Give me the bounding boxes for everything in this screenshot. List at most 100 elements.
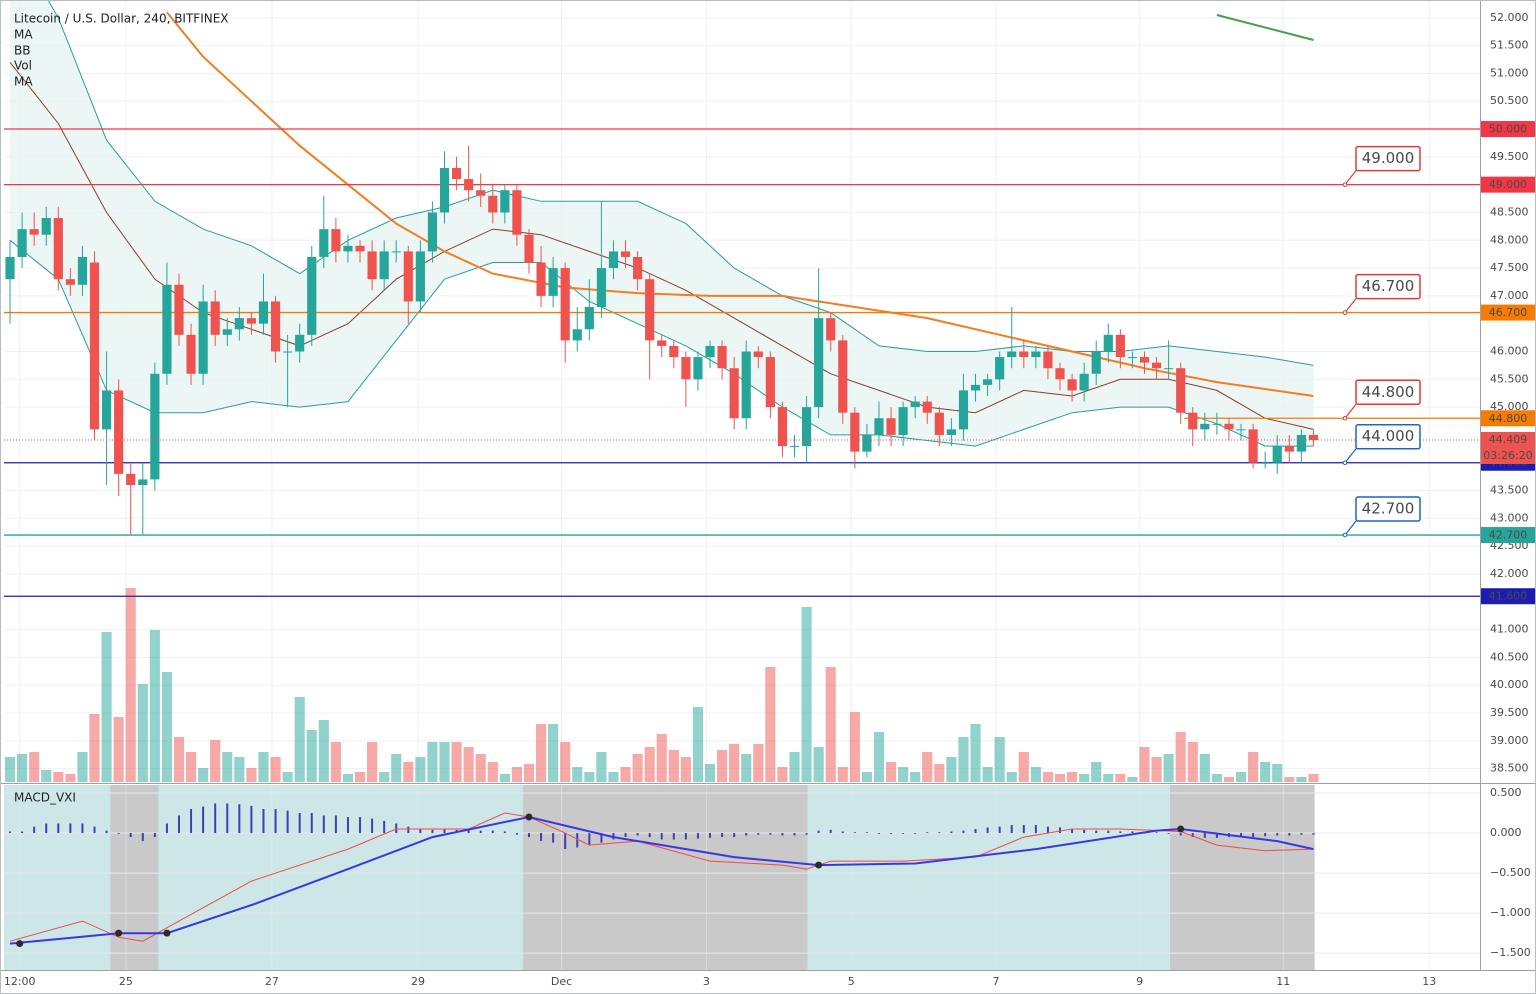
macd-histogram-bar xyxy=(431,829,434,834)
candle-body xyxy=(1248,429,1258,463)
moving-average xyxy=(1216,14,1314,41)
volume-bar xyxy=(789,752,800,782)
volume-bar xyxy=(4,757,16,782)
volume-bar xyxy=(391,754,402,782)
indicator-label: Vol xyxy=(14,59,32,73)
volume-bar xyxy=(946,757,957,782)
macd-histogram-bar xyxy=(1288,833,1291,836)
candle-body xyxy=(874,418,884,435)
volume-bar xyxy=(1272,764,1283,782)
level-axis-tag xyxy=(1481,410,1535,427)
candle-body xyxy=(1308,434,1319,441)
cross-point xyxy=(1177,825,1185,833)
volume-bar xyxy=(572,767,583,782)
volume-bar xyxy=(535,724,547,782)
x-tick-label: 13 xyxy=(1422,975,1436,988)
volume-bar xyxy=(427,742,438,782)
macd-histogram-bar xyxy=(853,832,856,834)
level-axis-label: 44.800 xyxy=(1489,412,1528,425)
candle-body xyxy=(548,268,558,296)
volume-bar xyxy=(306,730,317,782)
candle-body xyxy=(1272,446,1282,463)
level-axis-tag xyxy=(1481,121,1535,138)
volume-bar xyxy=(451,742,462,782)
macd-histogram-bar xyxy=(829,829,832,834)
volume-bar xyxy=(982,767,993,782)
volume-bar xyxy=(246,768,257,782)
volume-bar xyxy=(620,767,631,782)
macd-histogram-bar xyxy=(9,831,12,834)
candle-body xyxy=(705,345,715,358)
volume-bar xyxy=(717,750,728,782)
macd-histogram-bar xyxy=(1276,833,1279,836)
cross-point xyxy=(525,813,533,821)
volume-bar xyxy=(837,767,848,782)
macd-histogram-bar xyxy=(757,833,760,835)
candle-body xyxy=(29,229,39,235)
candle-body xyxy=(186,334,196,374)
candle-body xyxy=(367,251,377,280)
candle-body xyxy=(210,301,220,335)
y-tick-label: 51.000 xyxy=(1490,66,1529,79)
volume-bar xyxy=(1079,774,1090,782)
x-tick-label: 11 xyxy=(1276,975,1290,988)
candle-body xyxy=(1079,373,1089,391)
macd-histogram-bar xyxy=(877,833,880,834)
candle-body xyxy=(596,268,606,308)
volume-bar xyxy=(354,772,366,782)
macd-histogram-bar xyxy=(564,833,567,850)
candle-body xyxy=(150,373,160,480)
chart-title: Litecoin / U.S. Dollar, 240, BITFINEX xyxy=(14,12,229,26)
y-tick-label: 39.000 xyxy=(1490,734,1529,747)
volume-bar xyxy=(403,762,414,782)
macd-histogram-bar xyxy=(129,833,132,838)
y2-tick-label: 0.000 xyxy=(1490,826,1522,839)
callout-pointer xyxy=(1344,170,1357,186)
macd-histogram-bar xyxy=(298,813,301,834)
volume-bar xyxy=(137,684,148,782)
volume-bar xyxy=(77,752,88,782)
candle-body xyxy=(633,256,643,280)
volume-bar xyxy=(379,772,390,782)
candle-body xyxy=(512,190,522,235)
volume-bar xyxy=(910,772,921,782)
macd-histogram-bar xyxy=(81,823,84,834)
macd-histogram-bar xyxy=(672,833,675,840)
candle-body xyxy=(524,234,534,263)
candle-body xyxy=(946,429,956,435)
volume-bar xyxy=(958,737,969,782)
candle-body xyxy=(258,301,269,324)
candle-body xyxy=(1043,351,1053,369)
candle-body xyxy=(789,446,800,448)
candle-body xyxy=(500,190,510,213)
macd-histogram-bar xyxy=(1179,833,1182,836)
candle-body xyxy=(681,357,691,380)
band-fill xyxy=(10,0,1314,447)
candle-body xyxy=(41,218,51,235)
macd-histogram-bar xyxy=(1107,830,1110,834)
x-tick-label: 5 xyxy=(848,975,855,988)
signal-line xyxy=(9,815,1314,945)
candle-body xyxy=(958,390,969,430)
volume-bar xyxy=(861,772,872,782)
candle-body xyxy=(234,318,244,330)
volume-bar xyxy=(367,742,378,782)
candle-body xyxy=(77,256,88,285)
candle-body xyxy=(198,301,208,374)
macd-histogram-bar xyxy=(527,833,530,838)
macd-histogram-bar xyxy=(1059,827,1062,834)
macd-histogram-bar xyxy=(938,832,941,834)
candle-body xyxy=(415,251,425,302)
candle-body xyxy=(355,245,365,252)
volume-bar xyxy=(1284,777,1295,782)
candle-body xyxy=(862,434,872,452)
macd-histogram-bar xyxy=(515,833,518,835)
level-axis-tag xyxy=(1481,527,1535,544)
macd-histogram-bar xyxy=(624,833,627,838)
macd-histogram-bar xyxy=(491,830,494,834)
x-tick-label: 7 xyxy=(993,975,1000,988)
macd-histogram-bar xyxy=(1119,831,1122,834)
macd-histogram-bar xyxy=(733,833,736,838)
callout-label: 49.000 xyxy=(1362,149,1415,167)
